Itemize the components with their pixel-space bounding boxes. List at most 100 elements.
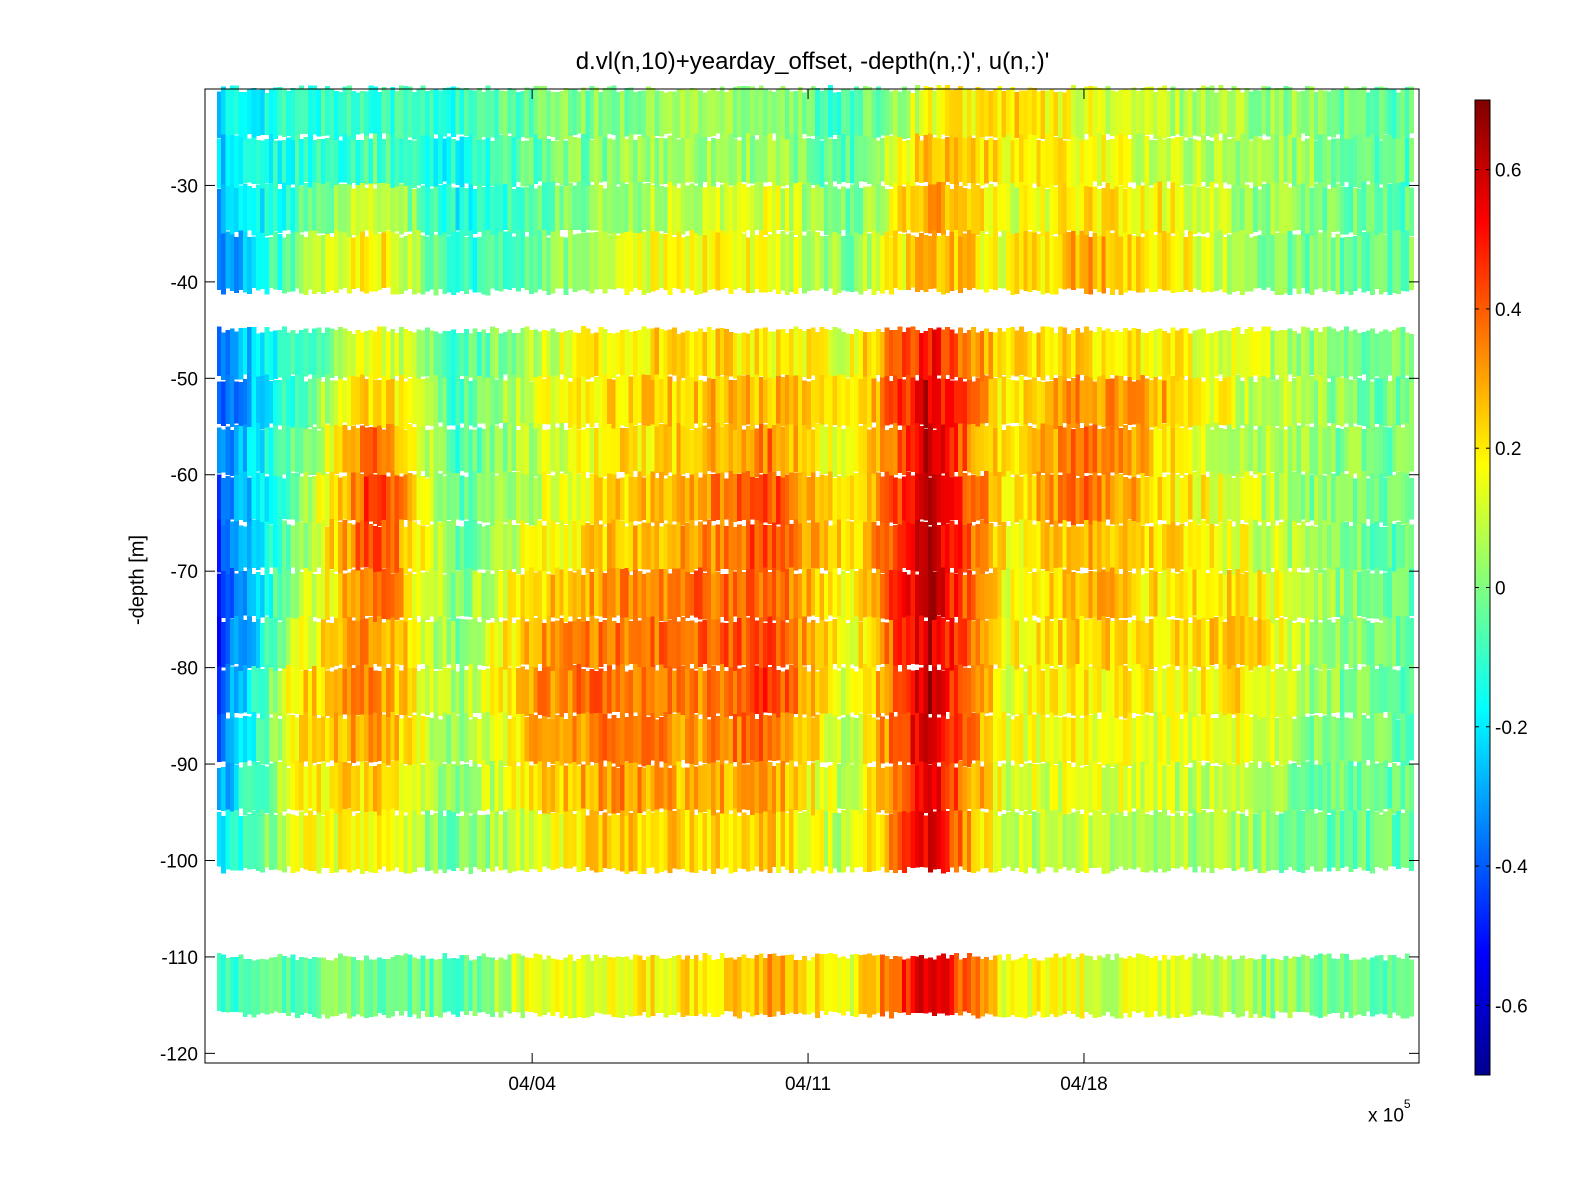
heatmap-cell: [216, 714, 222, 762]
heatmap-cell: [255, 667, 261, 714]
heatmap-cell: [1066, 232, 1072, 289]
heatmap-cell: [897, 764, 903, 816]
heatmap-cell: [411, 427, 417, 472]
heatmap-cell: [1071, 428, 1076, 476]
heatmap-cell: [1018, 713, 1024, 764]
heatmap-cell: [693, 133, 699, 184]
heatmap-cell: [828, 234, 834, 289]
heatmap-cell: [1409, 568, 1414, 616]
heatmap-cell: [1361, 331, 1367, 375]
heatmap-cell: [1266, 572, 1271, 619]
heatmap-cell: [1378, 573, 1384, 621]
heatmap-cell: [1175, 88, 1180, 135]
heatmap-cell: [784, 333, 790, 376]
heatmap-cell: [849, 90, 855, 141]
heatmap-cell: [351, 333, 357, 380]
heatmap-cell: [672, 137, 677, 186]
heatmap-cell: [1326, 426, 1332, 477]
heatmap-cell: [1214, 525, 1219, 573]
heatmap-cell: [1131, 328, 1137, 381]
heatmap-cell: [628, 332, 634, 376]
heatmap-cell: [1331, 958, 1336, 1013]
heatmap-cell: [290, 814, 296, 873]
heatmap-cell: [1101, 330, 1107, 377]
heatmap-cell: [533, 235, 539, 293]
heatmap-cell: [1157, 328, 1163, 377]
heatmap-cell: [1018, 375, 1024, 426]
heatmap-cell: [1101, 712, 1107, 766]
heatmap-cell: [338, 813, 344, 870]
heatmap-cell: [602, 766, 608, 810]
heatmap-cell: [516, 766, 521, 811]
heatmap-cell: [949, 955, 955, 1016]
heatmap-cell: [294, 815, 300, 872]
heatmap-cell: [1248, 424, 1254, 472]
heatmap-cell: [1361, 569, 1367, 618]
heatmap-cell: [685, 427, 690, 474]
heatmap-cell: [611, 669, 617, 712]
heatmap-cell: [732, 959, 738, 1017]
heatmap-cell: [494, 811, 500, 867]
heatmap-cell: [1066, 668, 1072, 714]
heatmap-cell: [559, 473, 565, 523]
heatmap-cell: [455, 425, 461, 476]
heatmap-cell: [650, 667, 656, 716]
heatmap-cell: [854, 616, 860, 667]
heatmap-cell: [520, 762, 526, 812]
heatmap-cell: [542, 570, 547, 620]
heatmap-cell: [884, 429, 890, 476]
heatmap-cell: [390, 328, 396, 380]
heatmap-cell: [693, 381, 699, 424]
heatmap-cell: [329, 380, 335, 429]
heatmap-cell: [451, 519, 456, 575]
heatmap-cell: [1075, 137, 1081, 187]
heatmap-cell: [268, 331, 274, 380]
heatmap-cell: [238, 718, 244, 763]
heatmap-cell: [936, 717, 942, 763]
heatmap-cell: [437, 521, 443, 575]
heatmap-cell: [546, 574, 552, 619]
heatmap-cell: [1084, 766, 1089, 816]
heatmap-cell: [763, 380, 768, 424]
heatmap-cell: [1305, 812, 1310, 870]
heatmap-cell: [407, 765, 413, 814]
y-tick-label: -80: [171, 659, 198, 680]
heatmap-cell: [1292, 571, 1297, 621]
heatmap-cell: [559, 332, 565, 375]
heatmap-cell: [1053, 765, 1059, 811]
heatmap-cell: [1409, 187, 1414, 236]
heatmap-cell: [221, 332, 227, 380]
heatmap-cell: [754, 620, 760, 665]
heatmap-cell: [576, 520, 582, 575]
heatmap-cell: [672, 765, 677, 809]
heatmap-cell: [1175, 812, 1180, 869]
heatmap-cell: [719, 376, 725, 426]
heatmap-cell: [346, 136, 352, 187]
heatmap-cell: [559, 959, 565, 1018]
heatmap-cell: [572, 665, 578, 713]
heatmap-cell: [836, 813, 842, 873]
heatmap-cell: [1088, 666, 1094, 714]
heatmap-cell: [420, 814, 426, 868]
heatmap-cell: [1400, 713, 1406, 768]
heatmap-cell: [472, 429, 478, 472]
heatmap-cell: [637, 715, 643, 765]
heatmap-cell: [728, 230, 734, 294]
heatmap-cell: [641, 477, 647, 520]
heatmap-cell: [420, 235, 426, 295]
heatmap-cell: [1214, 477, 1219, 524]
heatmap-cell: [1235, 88, 1241, 141]
heatmap-cell: [646, 86, 651, 141]
heatmap-cell: [338, 622, 344, 665]
heatmap-cell: [520, 955, 526, 1018]
heatmap-cell: [1309, 235, 1315, 295]
heatmap-cell: [281, 763, 287, 812]
heatmap-cell: [1253, 136, 1258, 189]
heatmap-cell: [1365, 427, 1371, 477]
heatmap-cell: [260, 668, 266, 720]
heatmap-cell: [711, 665, 716, 719]
heatmap-cell: [680, 809, 686, 869]
heatmap-cell: [381, 763, 387, 814]
heatmap-cell: [1344, 954, 1349, 1012]
heatmap-cell: [234, 666, 240, 713]
